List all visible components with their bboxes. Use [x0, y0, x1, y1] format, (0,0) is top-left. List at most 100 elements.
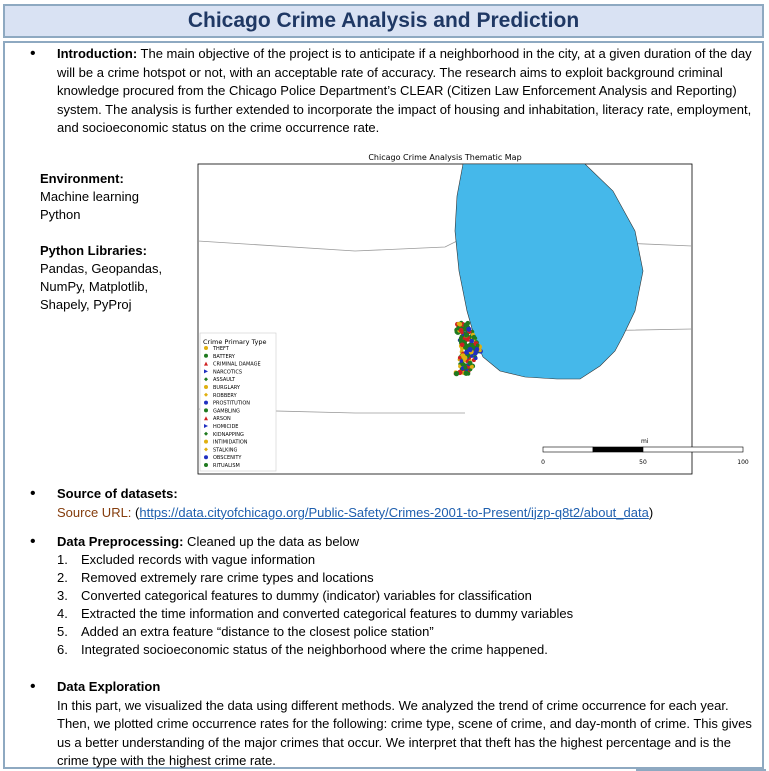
title-banner: Chicago Crime Analysis and Prediction [3, 4, 764, 38]
libraries-line: NumPy, Matplotlib, [40, 279, 149, 294]
crime-point [463, 322, 470, 328]
legend-marker [204, 346, 208, 350]
legend-label: CRIMINAL DAMAGE [213, 362, 261, 368]
environment-item: Machine learning [40, 189, 140, 204]
step-text: Extracted the time information and conve… [81, 606, 574, 621]
source-url-label: Source URL: [57, 504, 136, 520]
crime-point [460, 353, 466, 359]
legend-marker [204, 353, 208, 358]
scale-tick-label: 50 [639, 459, 647, 466]
legend-box [199, 332, 277, 472]
legend-marker [204, 385, 208, 389]
legend-marker [204, 400, 208, 405]
legend-marker [204, 408, 208, 413]
crime-point [467, 360, 473, 366]
legend-label: ROBBERY [213, 393, 238, 399]
legend-label: KIDNAPPING [213, 432, 244, 438]
legend-marker [204, 424, 208, 428]
crime-point [458, 327, 464, 333]
step-text: Converted categorical features to dummy … [81, 588, 532, 603]
crime-point [475, 343, 480, 348]
list-item: 1. Excluded records with vague informatio… [57, 551, 573, 569]
scale-unit-label: mi [641, 438, 649, 445]
libraries-line: Pandas, Geopandas, [40, 261, 163, 276]
map-title: Chicago Crime Analysis Thematic Map [368, 153, 521, 162]
legend-label: BURGLARY [213, 385, 241, 391]
thematic-map-figure: Chicago Crime Analysis Thematic Map Crim… [195, 151, 755, 481]
environment-block: Environment: Machine learning Python Pyt… [40, 170, 190, 314]
legend-marker [204, 455, 208, 460]
step-number: 6. [57, 642, 68, 657]
exploration-block: Data Exploration In this part, we visual… [57, 678, 762, 771]
scale-tick-label: 100 [737, 459, 749, 466]
legend-label: PROSTITUTION [213, 401, 250, 407]
crime-point [469, 338, 475, 344]
legend-marker [204, 463, 208, 467]
lake-michigan-shape [454, 163, 644, 380]
source-url-close: ) [648, 504, 654, 520]
source-url-link[interactable]: https://data.cityofchicago.org/Public-Sa… [139, 504, 649, 520]
crime-point [457, 356, 462, 360]
legend-label: ASSAULT [213, 377, 236, 383]
legend-label: GAMBLING [213, 408, 240, 414]
crime-point [466, 371, 471, 376]
step-number: 4. [57, 606, 68, 621]
crime-point [463, 344, 468, 350]
preprocessing-steps: 1. Excluded records with vague informatio… [57, 551, 573, 659]
step-number: 5. [57, 624, 68, 639]
legend-marker [204, 447, 208, 452]
legend-label: NARCOTICS [213, 369, 242, 375]
legend-label: OBSCENITY [213, 455, 242, 461]
crime-point [467, 346, 473, 353]
libraries-line: Shapely, PyProj [40, 297, 132, 312]
legend-marker [204, 392, 208, 397]
thematic-map: Chicago Crime Analysis Thematic Map Crim… [197, 153, 749, 475]
crime-points [453, 320, 483, 377]
scale-bar: mi 0 50 100 [541, 438, 749, 466]
source-heading: Source of datasets: [57, 486, 178, 501]
legend-label: INTIMIDATION [213, 440, 248, 446]
list-item: 4. Extracted the time information and con… [57, 605, 573, 623]
state-boundary [197, 240, 458, 252]
crime-point [466, 326, 472, 332]
step-number: 2. [57, 570, 68, 585]
legend-marker [204, 416, 208, 421]
introduction-text: The main objective of the project is to … [57, 46, 752, 136]
legend-label: ARSON [213, 416, 231, 422]
crime-point [459, 359, 464, 363]
scale-segment [592, 446, 644, 453]
list-item: 3. Converted categorical features to dumm… [57, 587, 573, 605]
step-number: 1. [57, 552, 68, 567]
legend-label: BATTERY [213, 354, 236, 360]
crime-point [463, 365, 468, 370]
legend-label: RITUALISM [213, 463, 240, 469]
step-text: Excluded records with vague information [81, 552, 316, 567]
page-title: Chicago Crime Analysis and Prediction [187, 9, 580, 32]
bullet: • [30, 678, 36, 695]
crime-point [459, 342, 465, 348]
legend-marker [204, 369, 208, 374]
crime-point [453, 371, 460, 377]
legend-marker [204, 431, 208, 436]
list-item: 6. Integrated socioeconomic status of the… [57, 641, 573, 659]
legend-marker [204, 361, 208, 366]
legend-marker [204, 439, 208, 444]
scale-tick-label: 0 [541, 459, 545, 466]
list-item: 2. Removed extremely rare crime types and… [57, 569, 573, 587]
bullet: • [30, 533, 36, 550]
content-frame [3, 41, 764, 769]
environment-heading: Environment: [40, 171, 124, 186]
crime-point [472, 350, 478, 356]
footer-rule [636, 769, 766, 771]
map-legend: Crime Primary Type THEFT BATTERY CRIMINAL … [199, 332, 277, 472]
crime-point [469, 364, 474, 369]
scale-segment [642, 446, 744, 453]
environment-item: Python [40, 207, 81, 222]
bullet: • [30, 485, 36, 502]
step-text: Integrated socioeconomic status of the n… [81, 642, 548, 657]
bullet: • [30, 45, 36, 62]
legend-label: THEFT [212, 346, 230, 352]
legend-label: HOMICIDE [213, 424, 238, 430]
exploration-heading: Data Exploration [57, 679, 161, 694]
source-url-open: ( [135, 504, 140, 520]
